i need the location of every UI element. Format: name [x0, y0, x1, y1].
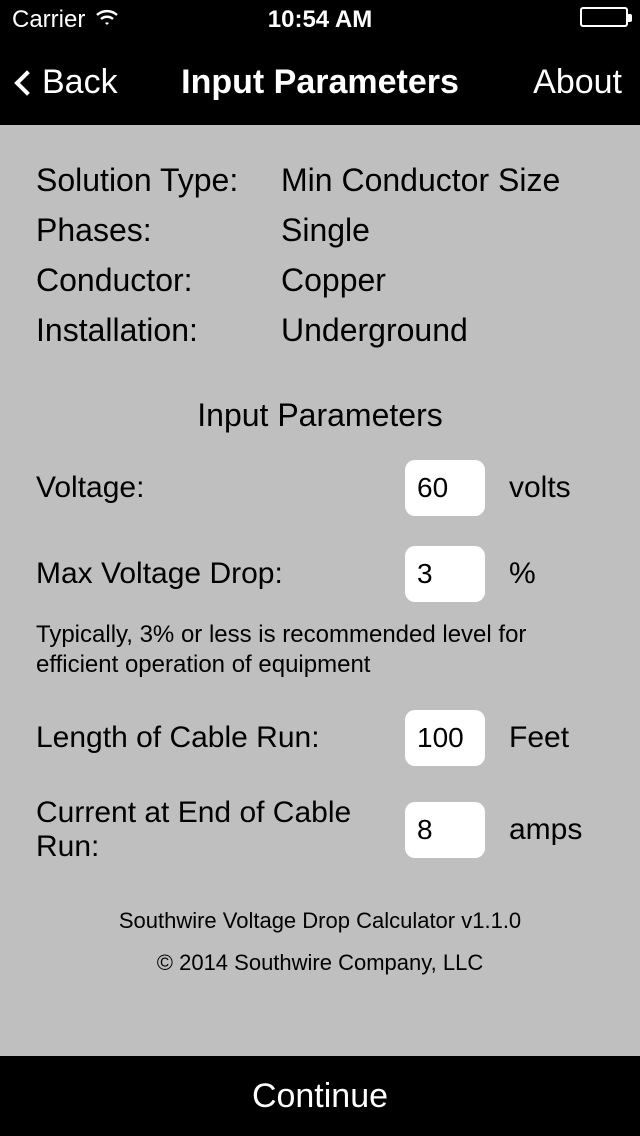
section-header: Input Parameters [36, 397, 604, 434]
solution-type-value: Min Conductor Size [281, 155, 560, 205]
footer-text: Southwire Voltage Drop Calculator v1.1.0… [36, 900, 604, 984]
copyright: © 2014 Southwire Company, LLC [36, 942, 604, 984]
length-unit: Feet [509, 721, 604, 755]
summary-row-conductor: Conductor: Copper [36, 255, 604, 305]
maxdrop-input[interactable] [405, 546, 485, 602]
maxdrop-unit: % [509, 557, 604, 591]
status-time: 10:54 AM [268, 6, 372, 34]
wifi-icon [93, 6, 121, 34]
page-title: Input Parameters [181, 63, 459, 102]
voltage-unit: volts [509, 471, 604, 505]
about-button[interactable]: About [533, 63, 622, 102]
param-row-voltage: Voltage: volts [36, 460, 604, 516]
param-row-length: Length of Cable Run: Feet [36, 710, 604, 766]
current-unit: amps [509, 813, 604, 847]
app-version: Southwire Voltage Drop Calculator v1.1.0 [36, 900, 604, 942]
phases-label: Phases: [36, 205, 281, 255]
battery-icon [580, 7, 628, 27]
maxdrop-label: Max Voltage Drop: [36, 557, 405, 591]
length-label: Length of Cable Run: [36, 721, 405, 755]
maxdrop-hint: Typically, 3% or less is recommended lev… [36, 620, 604, 680]
carrier-label: Carrier [12, 6, 85, 34]
status-right [580, 6, 628, 34]
current-label: Current at End of Cable Run: [36, 796, 405, 864]
status-left: Carrier [12, 6, 121, 34]
solution-type-label: Solution Type: [36, 155, 281, 205]
conductor-value: Copper [281, 255, 386, 305]
continue-button[interactable]: Continue [0, 1056, 640, 1136]
param-row-current: Current at End of Cable Run: amps [36, 796, 604, 864]
continue-label: Continue [252, 1077, 388, 1116]
summary-row-phases: Phases: Single [36, 205, 604, 255]
current-input[interactable] [405, 802, 485, 858]
back-label: Back [42, 63, 118, 102]
content: Solution Type: Min Conductor Size Phases… [0, 125, 640, 984]
voltage-input[interactable] [405, 460, 485, 516]
summary-row-solution-type: Solution Type: Min Conductor Size [36, 155, 604, 205]
status-bar: Carrier 10:54 AM [0, 0, 640, 40]
param-row-maxdrop: Max Voltage Drop: % [36, 546, 604, 602]
voltage-label: Voltage: [36, 471, 405, 505]
back-button[interactable]: Back [18, 63, 118, 102]
nav-bar: Back Input Parameters About [0, 40, 640, 125]
installation-value: Underground [281, 305, 468, 355]
length-input[interactable] [405, 710, 485, 766]
chevron-left-icon [14, 70, 39, 95]
summary-row-installation: Installation: Underground [36, 305, 604, 355]
conductor-label: Conductor: [36, 255, 281, 305]
phases-value: Single [281, 205, 370, 255]
installation-label: Installation: [36, 305, 281, 355]
